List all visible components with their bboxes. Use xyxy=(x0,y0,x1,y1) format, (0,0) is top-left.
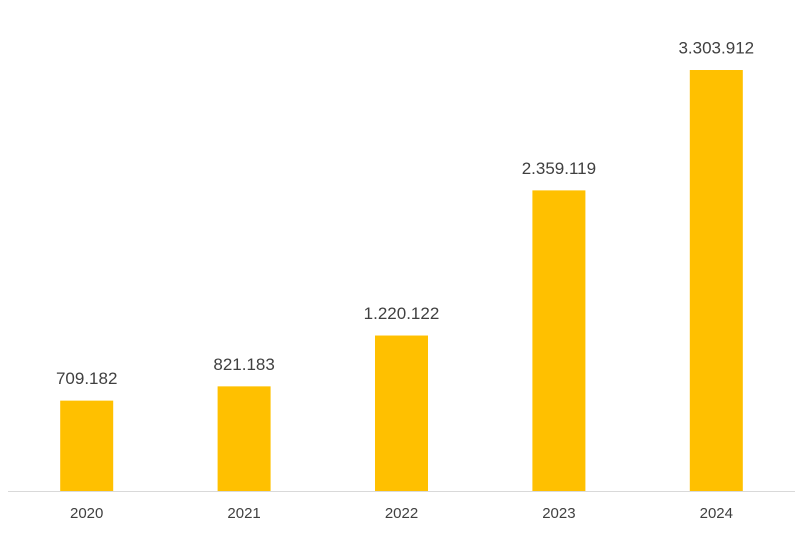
value-label: 2.359.119 xyxy=(522,159,596,178)
bar xyxy=(217,386,271,491)
bar xyxy=(60,400,114,491)
bar xyxy=(375,335,428,491)
x-tick-label: 2022 xyxy=(385,505,418,522)
value-label: 1.220.122 xyxy=(364,304,440,323)
value-label: 709.182 xyxy=(56,369,117,388)
x-tick-label: 2024 xyxy=(700,505,733,522)
x-tick-label: 2023 xyxy=(542,505,575,522)
x-tick-label: 2020 xyxy=(70,505,103,522)
value-label: 821.183 xyxy=(213,355,274,374)
x-tick-label: 2021 xyxy=(227,505,260,522)
bar xyxy=(532,190,586,492)
value-label: 3.303.912 xyxy=(678,38,754,57)
bar xyxy=(689,70,743,491)
